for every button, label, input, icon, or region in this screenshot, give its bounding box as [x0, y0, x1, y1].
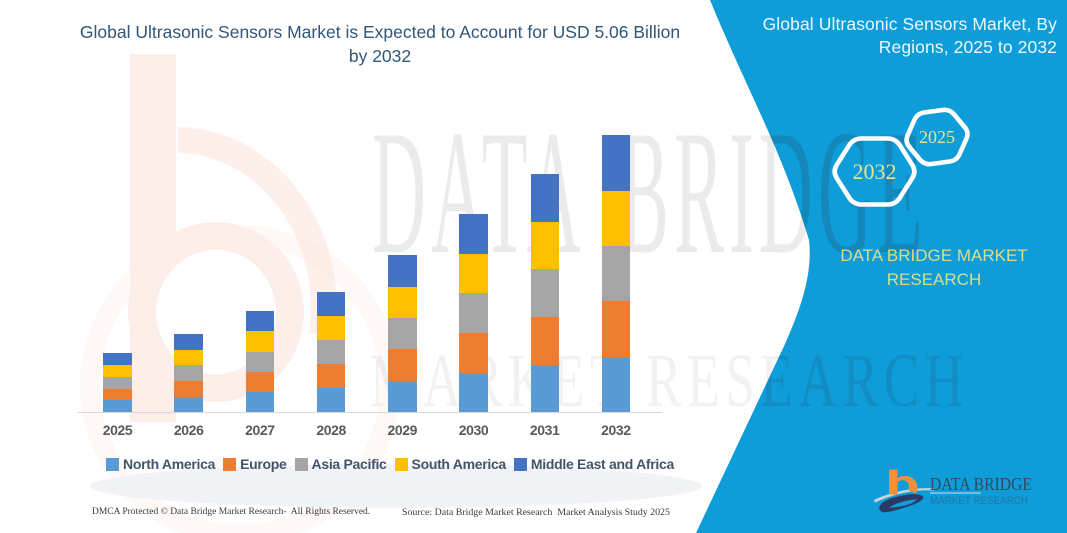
svg-text:DATA BRIDGE: DATA BRIDGE: [930, 474, 1032, 494]
svg-text:2025: 2025: [919, 127, 955, 147]
svg-text:MARKET RESEARCH: MARKET RESEARCH: [930, 495, 1028, 507]
svg-text:2032: 2032: [853, 159, 897, 184]
